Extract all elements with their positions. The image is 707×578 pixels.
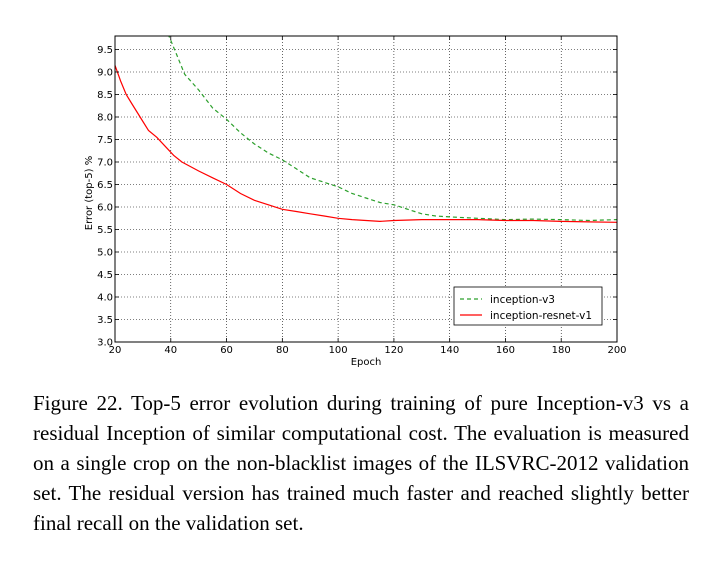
- legend-label-inception-v3: inception-v3: [490, 294, 555, 306]
- series-line-inception-v3: [168, 36, 617, 222]
- grid: [115, 36, 617, 342]
- y-axis-label: Error (top-5) %: [84, 156, 95, 230]
- y-tick-label: 5.0: [97, 248, 113, 259]
- x-tick-label: 140: [440, 345, 459, 356]
- figure-caption: Figure 22. Top-5 error evolution during …: [33, 391, 689, 535]
- y-tick-label: 5.5: [97, 225, 113, 236]
- series-group: [115, 36, 617, 223]
- y-tick-label: 7.0: [97, 158, 113, 169]
- plot-frame: [114, 35, 618, 343]
- x-tick-label: 160: [496, 345, 515, 356]
- y-tick-label: 6.5: [97, 180, 113, 191]
- x-axis-label: Epoch: [351, 357, 382, 368]
- x-tick-label: 200: [607, 345, 626, 356]
- y-tick-label: 6.0: [97, 203, 113, 214]
- x-tick-label: 60: [220, 345, 233, 356]
- y-tick-label: 4.5: [97, 270, 113, 281]
- line-chart: 20 40 60 80 100 120 140 160 180 200 3.0 3.5 4.0 4.5 5.…: [84, 35, 627, 368]
- x-tick-label: 120: [384, 345, 403, 356]
- y-tick-label: 8.0: [97, 113, 113, 124]
- y-tick-label: 9.5: [97, 45, 113, 56]
- y-tick-label: 8.5: [97, 90, 113, 101]
- legend-label-inception-resnet-v1: inception-resnet-v1: [490, 310, 592, 322]
- y-tick-label: 4.0: [97, 293, 113, 304]
- y-tick-label: 3.0: [97, 338, 113, 349]
- y-tick-label: 3.5: [97, 315, 113, 326]
- y-tick-label: 9.0: [97, 68, 113, 79]
- x-tick-label: 100: [329, 345, 348, 356]
- y-tick-label: 7.5: [97, 135, 113, 146]
- ticks: 20 40 60 80 100 120 140 160 180 200 3.0 3.5 4.0 4.5 5.…: [97, 36, 627, 356]
- x-tick-label: 40: [164, 345, 177, 356]
- x-tick-label: 80: [276, 345, 289, 356]
- series-line-inception-resnet-v1: [115, 65, 617, 223]
- x-tick-label: 20: [109, 345, 122, 356]
- legend-box: [453, 286, 603, 326]
- legend: inception-v3 inception-resnet-v1: [453, 286, 603, 326]
- x-tick-label: 180: [552, 345, 571, 356]
